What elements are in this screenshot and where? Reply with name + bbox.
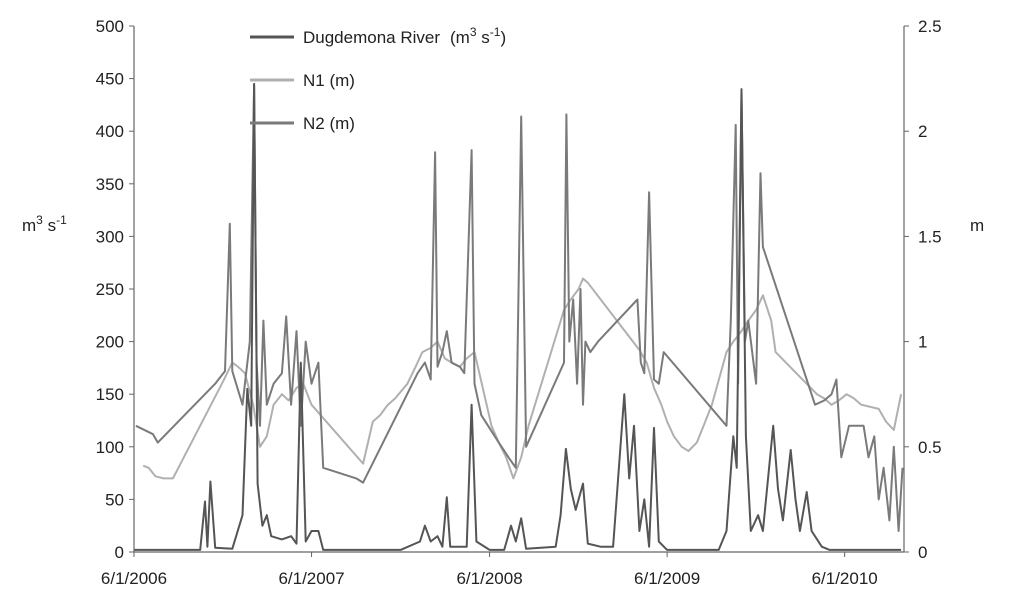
right-tick-label: 0.5 (918, 438, 942, 457)
x-tick-label: 6/1/2008 (456, 569, 522, 588)
legend-entry-n2: N2 (m) (250, 114, 355, 133)
legend-entry-dugdemona: Dugdemona River (m3 s-1) (250, 25, 506, 47)
right-tick-label: 2 (918, 122, 927, 141)
left-axis-label: m3 s-1 (22, 213, 67, 235)
axes-layer: 0 50 100 150 200 250 300 350 400 450 500 0 0.5 1 1.5 2 2… (96, 17, 942, 588)
series-layer (134, 82, 904, 551)
left-tick-label: 450 (96, 70, 124, 89)
left-tick-label: 500 (96, 17, 124, 36)
left-tick-label: 400 (96, 122, 124, 141)
series-line-n2-m (135, 83, 904, 532)
x-tick-label: 6/1/2009 (634, 569, 700, 588)
x-tick-label: 6/1/2006 (101, 569, 167, 588)
left-tick-label: 250 (96, 280, 124, 299)
right-tick-label: 1 (918, 333, 927, 352)
left-tick-label: 100 (96, 438, 124, 457)
legend-label-dugdemona: Dugdemona River (m3 s-1) (303, 25, 506, 47)
legend-label-n1: N1 (m) (303, 71, 355, 90)
right-tick-label: 2.5 (918, 17, 942, 36)
legend-label-n2: N2 (m) (303, 114, 355, 133)
series-line-dugdemona-river (134, 82, 902, 551)
left-tick-label: 0 (115, 543, 124, 562)
x-tick-label: 6/1/2010 (812, 569, 878, 588)
right-axis-label: m (970, 216, 984, 235)
legend-entry-n1: N1 (m) (250, 71, 355, 90)
left-tick-label: 200 (96, 333, 124, 352)
series-line-n1-m (142, 277, 903, 480)
left-tick-label: 350 (96, 175, 124, 194)
left-tick-label: 50 (105, 490, 124, 509)
legend: Dugdemona River (m3 s-1) N1 (m) N2 (m) (250, 25, 506, 133)
left-tick-label: 300 (96, 227, 124, 246)
x-tick-label: 6/1/2007 (278, 569, 344, 588)
left-tick-label: 150 (96, 385, 124, 404)
right-tick-label: 1.5 (918, 227, 942, 246)
right-tick-label: 0 (918, 543, 927, 562)
